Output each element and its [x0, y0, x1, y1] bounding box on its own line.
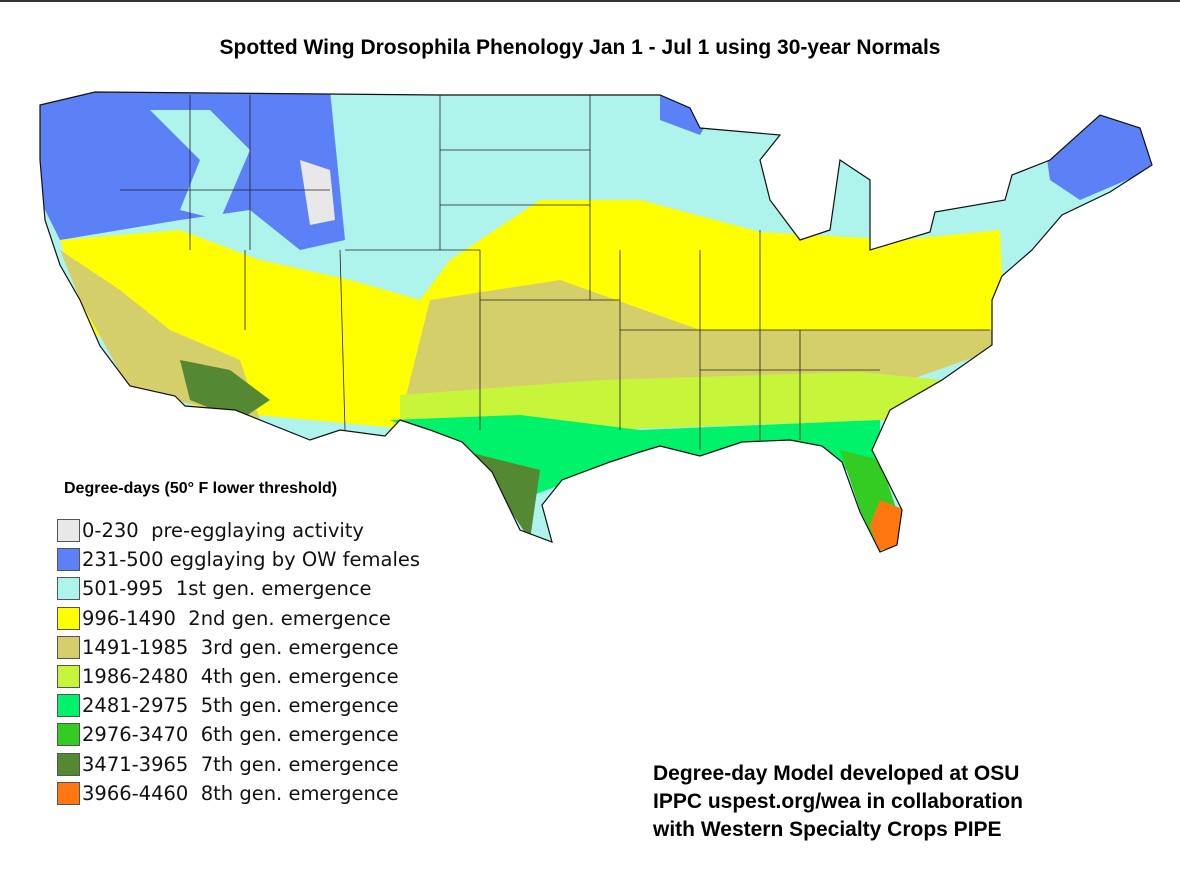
zone-pre-egglaying — [300, 160, 335, 225]
zone-8th-gen — [870, 500, 905, 550]
legend-label: pre-egglaying activity — [151, 519, 364, 543]
legend-label: 1st gen. emergence — [175, 577, 372, 601]
legend-label: 8th gen. emergence — [200, 781, 399, 805]
legend-swatch — [57, 635, 80, 659]
legend-label: 6th gen. emergence — [200, 723, 399, 747]
zone-4th-gen — [400, 372, 940, 430]
legend-swatch — [57, 519, 80, 543]
legend-item: 1491-1985 3rd gen. emergence — [57, 633, 420, 662]
credit-text: Degree-day Model developed at OSU IPPC u… — [653, 760, 1023, 844]
legend-label: egglaying by OW females — [169, 548, 421, 572]
legend-swatch — [57, 665, 80, 689]
legend-item: 3966-4460 8th gen. emergence — [57, 779, 420, 808]
legend-item: 996-1490 2nd gen. emergence — [57, 604, 420, 633]
zone-7th-gen-arizona — [180, 360, 270, 420]
legend-swatch — [57, 577, 80, 601]
legend-item: 1986-2480 4th gen. emergence — [57, 662, 420, 691]
legend-label: 4th gen. emergence — [200, 665, 399, 689]
legend-range: 3471-3965 — [82, 752, 189, 776]
legend-label: 2nd gen. emergence — [188, 606, 391, 630]
legend-item: 2481-2975 5th gen. emergence — [57, 691, 420, 720]
legend-swatch — [57, 548, 80, 572]
legend-item: 231-500 egglaying by OW females — [57, 545, 420, 574]
legend-range: 501-995 — [82, 577, 164, 601]
legend-label: 3rd gen. emergence — [200, 635, 399, 659]
legend-label: 5th gen. emergence — [200, 694, 399, 718]
top-border — [0, 0, 1180, 2]
legend-range: 3966-4460 — [82, 781, 189, 805]
legend-item: 0-230 pre-egglaying activity — [57, 516, 420, 545]
zone-2nd-gen-west — [60, 230, 420, 430]
state-borders — [120, 95, 990, 450]
credit-line: Degree-day Model developed at OSU — [653, 762, 1020, 785]
map-title: Spotted Wing Drosophila Phenology Jan 1 … — [219, 36, 941, 59]
credit-line: IPPC uspest.org/wea in collaboration — [653, 790, 1023, 813]
legend-swatch — [57, 752, 80, 776]
legend-range: 1491-1985 — [82, 635, 189, 659]
zone-egglaying-west — [40, 92, 345, 250]
legend-swatch — [57, 723, 80, 747]
legend-range: 2976-3470 — [82, 723, 189, 747]
legend-range: 0-230 — [82, 519, 139, 543]
credit-line: with Western Specialty Crops PIPE — [653, 818, 1002, 841]
legend-swatch — [57, 781, 80, 805]
legend-item: 3471-3965 7th gen. emergence — [57, 750, 420, 779]
legend-range: 2481-2975 — [82, 694, 189, 718]
legend-swatch — [57, 694, 80, 718]
legend: 0-230 pre-egglaying activity 231-500 eggl… — [57, 516, 420, 808]
legend-range: 996-1490 — [82, 606, 176, 630]
legend-range: 1986-2480 — [82, 665, 189, 689]
zone-1st-gen-valley — [150, 110, 250, 220]
legend-item: 2976-3470 6th gen. emergence — [57, 720, 420, 749]
legend-range: 231-500 — [82, 548, 164, 572]
legend-swatch — [57, 606, 80, 630]
legend-item: 501-995 1st gen. emergence — [57, 574, 420, 603]
legend-title: Degree-days (50° F lower threshold) — [64, 480, 338, 497]
legend-label: 7th gen. emergence — [200, 752, 399, 776]
